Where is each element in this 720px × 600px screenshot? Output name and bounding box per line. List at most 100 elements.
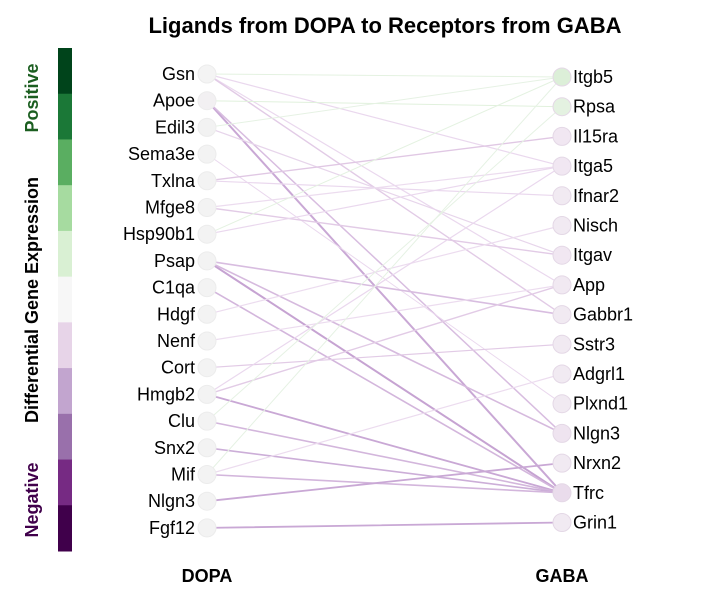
edge-gsn-itgb5: [206, 73, 563, 78]
receptor-node-nlgn3[interactable]: [552, 423, 572, 443]
left-axis-label: DOPA: [182, 566, 233, 586]
ligand-label-cort: Cort: [161, 358, 195, 378]
edge-txlna-ifnar2: [206, 180, 563, 197]
colorbar-swatch: [58, 230, 72, 278]
ligand-node-mfge8[interactable]: [197, 198, 217, 217]
colorbar-swatch: [58, 368, 72, 415]
ligand-node-sema3e[interactable]: [197, 144, 217, 164]
colorbar-swatch: [58, 322, 72, 369]
ligand-nodes: Gsn Apoe Edil3 Sema3e Txlna Mfge8 Hsp90b1 Psap C…: [123, 64, 217, 538]
receptor-node-tfrc[interactable]: [552, 483, 572, 503]
edge-psap-nlgn3: [206, 260, 563, 435]
receptor-node-gabbr1[interactable]: [552, 305, 572, 325]
edge-clu-rpsa: [206, 106, 563, 422]
ligand-label-fgf12: Fgf12: [149, 518, 195, 538]
ligand-node-hmgb2[interactable]: [197, 384, 217, 404]
receptor-node-nrxn2[interactable]: [552, 453, 572, 473]
ligand-label-mfge8: Mfge8: [145, 198, 195, 218]
receptor-label-itgav: Itgav: [573, 245, 612, 265]
edge-hdgf-nisch: [206, 224, 563, 315]
edge-mfge8-itgav: [206, 206, 563, 256]
receptor-node-nisch[interactable]: [552, 216, 572, 235]
edge-mif-adgrl1: [206, 373, 563, 476]
edges-layer: [206, 73, 563, 529]
ligand-node-hdgf[interactable]: [197, 304, 217, 324]
receptor-label-gabbr1: Gabbr1: [573, 305, 633, 325]
edge-c1qa-tfrc: [206, 286, 563, 494]
edge-hmgb2-app: [206, 284, 563, 396]
ligand-label-hdgf: Hdgf: [157, 304, 196, 324]
receptor-node-rpsa[interactable]: [552, 97, 572, 117]
ligand-label-c1qa: C1qa: [152, 278, 196, 298]
ligand-node-fgf12[interactable]: [197, 518, 217, 538]
ligand-node-nenf[interactable]: [197, 331, 217, 351]
ligand-node-txlna[interactable]: [197, 171, 217, 191]
receptor-node-app[interactable]: [552, 275, 572, 295]
edge-gsn-gabbr1: [206, 73, 563, 316]
ligand-node-psap[interactable]: [197, 251, 217, 271]
receptor-node-ifnar2[interactable]: [552, 186, 572, 206]
colorbar-negative-label: Negative: [22, 462, 42, 537]
ligand-label-mif: Mif: [171, 465, 196, 485]
figure-title: Ligands from DOPA to Receptors from GABA: [148, 13, 621, 38]
receptor-label-sstr3: Sstr3: [573, 334, 615, 354]
receptor-label-app: App: [573, 275, 605, 295]
receptor-nodes: Itgb5 Rpsa Il15ra Itga5 Ifnar2 Nisch Itgav App G…: [552, 67, 633, 533]
colorbar-swatch: [58, 139, 72, 186]
edge-edil3-itgav: [206, 126, 563, 256]
edge-mfge8-itga5: [206, 165, 563, 209]
ligand-label-txlna: Txlna: [151, 171, 196, 191]
receptor-label-plxnd1: Plxnd1: [573, 394, 628, 414]
ligand-node-nlgn3[interactable]: [197, 491, 217, 511]
receptor-label-tfrc: Tfrc: [573, 483, 604, 503]
colorbar-swatch: [58, 185, 72, 232]
edge-gsn-itga5: [206, 73, 563, 167]
colorbar-positive-label: Positive: [22, 63, 42, 132]
receptor-node-plxnd1[interactable]: [552, 394, 572, 414]
receptor-label-itga5: Itga5: [573, 156, 613, 176]
receptor-label-ifnar2: Ifnar2: [573, 186, 619, 206]
ligand-node-snx2[interactable]: [197, 438, 217, 458]
receptor-label-rpsa: Rpsa: [573, 97, 616, 117]
receptor-label-adgrl1: Adgrl1: [573, 364, 625, 384]
ligand-label-nlgn3: Nlgn3: [148, 491, 195, 511]
ligand-label-apoe: Apoe: [153, 91, 195, 111]
ligand-node-hsp90b1[interactable]: [197, 224, 217, 244]
receptor-label-itgb5: Itgb5: [573, 67, 613, 87]
ligand-node-clu[interactable]: [197, 411, 217, 431]
colorbar-swatch: [58, 48, 72, 95]
edge-cort-sstr3: [206, 343, 563, 369]
receptor-label-nrxn2: Nrxn2: [573, 453, 621, 473]
edge-hmgb2-itga5: [206, 165, 563, 395]
ligand-node-cort[interactable]: [197, 358, 217, 378]
ligand-node-edil3[interactable]: [197, 117, 217, 137]
ligand-node-c1qa[interactable]: [197, 278, 217, 298]
ligand-label-hmgb2: Hmgb2: [137, 384, 195, 404]
edge-fgf12-grin1: [206, 521, 563, 529]
ligand-label-nenf: Nenf: [157, 331, 196, 351]
receptor-label-nisch: Nisch: [573, 216, 618, 236]
ligand-label-gsn: Gsn: [162, 64, 195, 84]
edge-hsp90b1-itgb5: [206, 76, 563, 235]
colorbar-middle-label: Differential Gene Expression: [22, 177, 42, 423]
receptor-node-il15ra[interactable]: [552, 126, 572, 146]
edge-apoe-tfrc: [206, 99, 563, 494]
differential-expression-colorbar: [58, 48, 72, 552]
colorbar-swatch: [58, 276, 72, 323]
ligand-label-hsp90b1: Hsp90b1: [123, 224, 195, 244]
receptor-node-grin1[interactable]: [552, 513, 572, 532]
ligand-label-psap: Psap: [154, 251, 195, 271]
receptor-node-itga5[interactable]: [552, 156, 572, 176]
colorbar-swatch: [58, 93, 72, 140]
edge-mif-tfrc: [206, 473, 563, 494]
ligand-node-gsn[interactable]: [197, 64, 217, 84]
receptor-node-itgav[interactable]: [552, 245, 572, 265]
ligand-node-mif[interactable]: [197, 465, 217, 484]
receptor-node-itgb5[interactable]: [552, 67, 572, 87]
ligand-node-apoe[interactable]: [197, 91, 217, 111]
receptor-node-sstr3[interactable]: [552, 334, 572, 354]
edge-clu-tfrc: [206, 420, 563, 494]
edge-snx2-tfrc: [206, 446, 563, 494]
receptor-node-adgrl1[interactable]: [552, 364, 572, 384]
edge-hsp90b1-itga5: [206, 165, 563, 235]
